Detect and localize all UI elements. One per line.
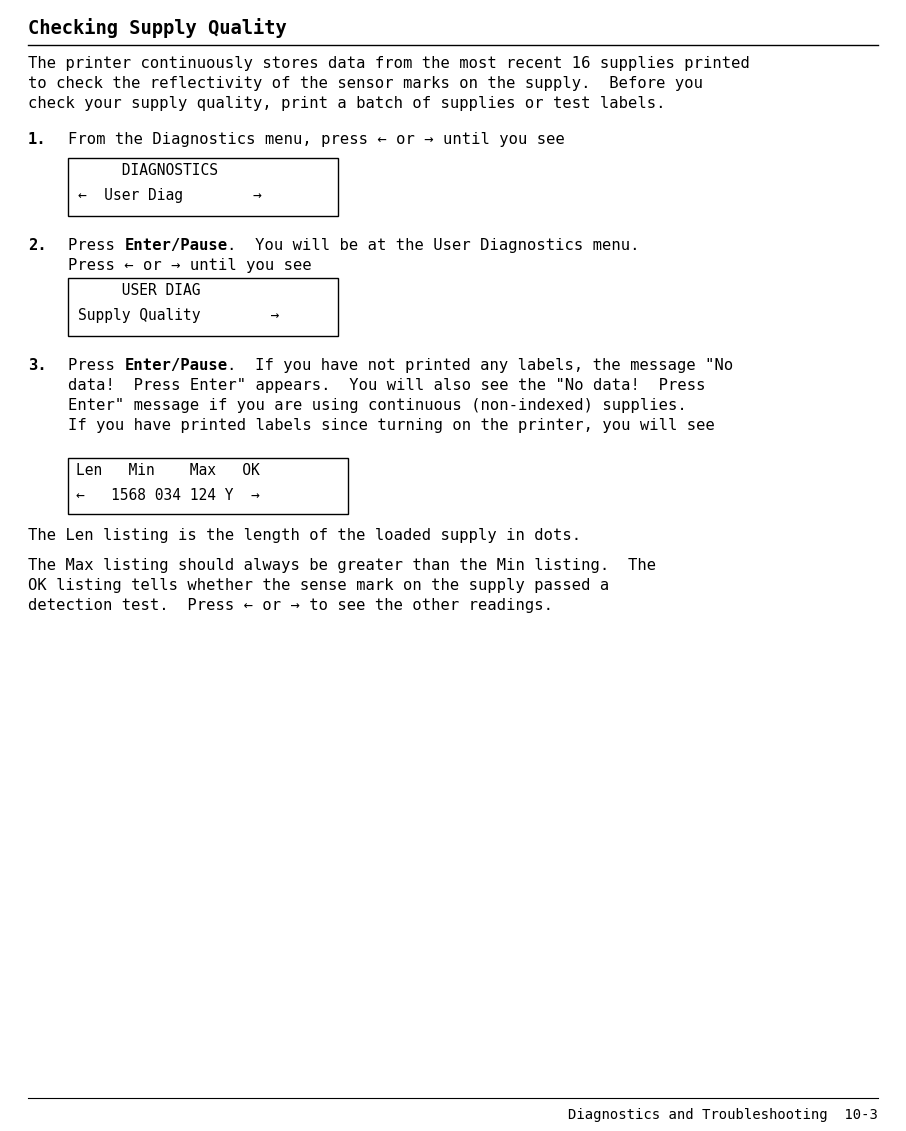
Text: .  If you have not printed any labels, the message "No: . If you have not printed any labels, th… — [227, 359, 734, 373]
FancyBboxPatch shape — [68, 158, 338, 216]
Text: From the Diagnostics menu, press ← or → until you see: From the Diagnostics menu, press ← or → … — [68, 132, 564, 147]
Text: Enter/Pause: Enter/Pause — [124, 359, 227, 373]
FancyBboxPatch shape — [68, 278, 338, 336]
Text: to check the reflectivity of the sensor marks on the supply.  Before you: to check the reflectivity of the sensor … — [28, 76, 703, 90]
Text: If you have printed labels since turning on the printer, you will see: If you have printed labels since turning… — [68, 418, 715, 433]
Text: check your supply quality, print a batch of supplies or test labels.: check your supply quality, print a batch… — [28, 96, 666, 111]
Text: Press: Press — [68, 238, 124, 253]
Text: Enter" message if you are using continuous (non-indexed) supplies.: Enter" message if you are using continuo… — [68, 398, 687, 413]
Text: Checking Supply Quality: Checking Supply Quality — [28, 18, 287, 38]
Text: 3.: 3. — [28, 359, 47, 373]
Text: Press ← or → until you see: Press ← or → until you see — [68, 258, 312, 273]
Text: 1.: 1. — [28, 132, 47, 147]
Text: The Len listing is the length of the loaded supply in dots.: The Len listing is the length of the loa… — [28, 528, 581, 543]
Text: Diagnostics and Troubleshooting  10-3: Diagnostics and Troubleshooting 10-3 — [568, 1108, 878, 1122]
Text: The Max listing should always be greater than the Min listing.  The: The Max listing should always be greater… — [28, 558, 656, 573]
Text: detection test.  Press ← or → to see the other readings.: detection test. Press ← or → to see the … — [28, 598, 553, 613]
Text: .  You will be at the User Diagnostics menu.: . You will be at the User Diagnostics me… — [227, 238, 640, 253]
Text: Len   Min    Max   OK: Len Min Max OK — [76, 463, 260, 478]
Text: USER DIAG: USER DIAG — [78, 283, 200, 297]
Text: ←   1568 034 124 Y  →: ← 1568 034 124 Y → — [76, 487, 260, 503]
Text: The printer continuously stores data from the most recent 16 supplies printed: The printer continuously stores data fro… — [28, 57, 750, 71]
Text: data!  Press Enter" appears.  You will also see the "No data!  Press: data! Press Enter" appears. You will als… — [68, 378, 706, 392]
Text: Supply Quality        →: Supply Quality → — [78, 308, 279, 323]
Text: ←  User Diag        →: ← User Diag → — [78, 188, 262, 202]
Text: DIAGNOSTICS: DIAGNOSTICS — [78, 163, 218, 178]
Text: Enter/Pause: Enter/Pause — [124, 238, 227, 253]
FancyBboxPatch shape — [68, 458, 348, 513]
Text: OK listing tells whether the sense mark on the supply passed a: OK listing tells whether the sense mark … — [28, 578, 609, 593]
Text: 2.: 2. — [28, 238, 47, 253]
Text: Press: Press — [68, 359, 124, 373]
